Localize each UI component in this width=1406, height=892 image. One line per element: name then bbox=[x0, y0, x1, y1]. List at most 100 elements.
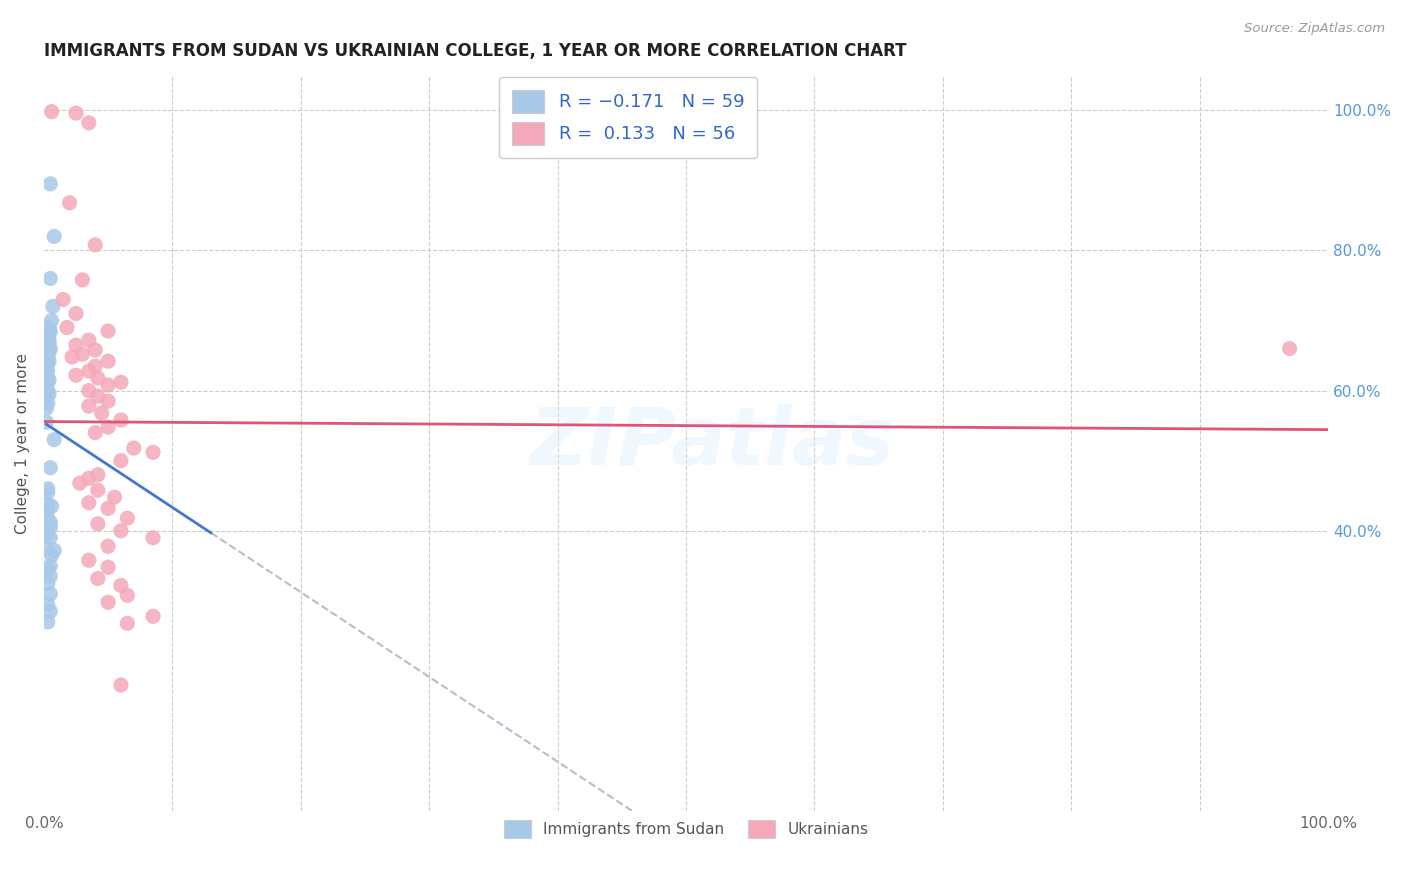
Point bbox=[142, 445, 165, 459]
Point bbox=[65, 368, 87, 383]
Point bbox=[38, 333, 60, 347]
Point bbox=[87, 483, 110, 498]
Point bbox=[117, 616, 139, 631]
Point bbox=[37, 364, 59, 378]
Point bbox=[84, 237, 107, 252]
Point bbox=[39, 604, 62, 618]
Point bbox=[37, 343, 59, 357]
Point bbox=[38, 327, 60, 342]
Point bbox=[44, 433, 66, 447]
Point bbox=[38, 320, 60, 334]
Point bbox=[117, 511, 139, 525]
Point bbox=[41, 313, 63, 327]
Text: Source: ZipAtlas.com: Source: ZipAtlas.com bbox=[1244, 22, 1385, 36]
Point bbox=[37, 482, 59, 496]
Point bbox=[65, 106, 87, 120]
Point bbox=[37, 527, 59, 541]
Point bbox=[37, 598, 59, 612]
Point bbox=[77, 399, 100, 413]
Point bbox=[39, 569, 62, 583]
Point bbox=[72, 273, 94, 287]
Point bbox=[77, 116, 100, 130]
Point bbox=[97, 595, 120, 609]
Point bbox=[87, 371, 110, 385]
Point bbox=[38, 335, 60, 350]
Point bbox=[35, 380, 58, 394]
Point bbox=[77, 553, 100, 567]
Point bbox=[44, 543, 66, 558]
Point bbox=[35, 391, 58, 405]
Point bbox=[37, 375, 59, 389]
Point bbox=[37, 562, 59, 576]
Point bbox=[38, 387, 60, 401]
Text: IMMIGRANTS FROM SUDAN VS UKRAINIAN COLLEGE, 1 YEAR OR MORE CORRELATION CHART: IMMIGRANTS FROM SUDAN VS UKRAINIAN COLLE… bbox=[44, 42, 907, 60]
Point bbox=[110, 678, 132, 692]
Point bbox=[69, 476, 91, 491]
Point bbox=[77, 471, 100, 485]
Point bbox=[110, 375, 132, 389]
Point bbox=[37, 331, 59, 345]
Point bbox=[97, 394, 120, 409]
Point bbox=[103, 490, 125, 504]
Point bbox=[110, 413, 132, 427]
Point bbox=[84, 425, 107, 440]
Point bbox=[39, 324, 62, 338]
Point bbox=[44, 229, 66, 244]
Point bbox=[87, 516, 110, 531]
Point bbox=[97, 378, 120, 392]
Point bbox=[65, 306, 87, 320]
Legend: Immigrants from Sudan, Ukrainians: Immigrants from Sudan, Ukrainians bbox=[498, 814, 875, 844]
Point bbox=[37, 396, 59, 410]
Point bbox=[87, 572, 110, 586]
Point bbox=[65, 338, 87, 352]
Point bbox=[37, 485, 59, 500]
Point bbox=[56, 320, 79, 334]
Point bbox=[77, 364, 100, 378]
Point bbox=[84, 343, 107, 357]
Point bbox=[41, 549, 63, 563]
Point bbox=[39, 558, 62, 573]
Point bbox=[52, 293, 75, 307]
Point bbox=[37, 349, 59, 363]
Point bbox=[122, 441, 145, 455]
Point bbox=[39, 271, 62, 285]
Point bbox=[37, 511, 59, 525]
Point bbox=[142, 531, 165, 545]
Point bbox=[35, 368, 58, 383]
Point bbox=[1278, 342, 1301, 356]
Point bbox=[72, 347, 94, 361]
Point bbox=[38, 345, 60, 359]
Point bbox=[39, 177, 62, 191]
Point bbox=[84, 359, 107, 373]
Point bbox=[35, 541, 58, 556]
Point bbox=[39, 587, 62, 601]
Point bbox=[97, 560, 120, 574]
Point bbox=[142, 609, 165, 624]
Point bbox=[35, 361, 58, 376]
Point bbox=[39, 342, 62, 356]
Text: ZIPatlas: ZIPatlas bbox=[529, 404, 894, 483]
Point bbox=[37, 497, 59, 511]
Point bbox=[77, 333, 100, 347]
Point bbox=[90, 406, 112, 420]
Point bbox=[77, 384, 100, 398]
Point bbox=[58, 195, 80, 210]
Point bbox=[35, 415, 58, 429]
Point bbox=[37, 357, 59, 371]
Point bbox=[41, 500, 63, 514]
Point bbox=[37, 347, 59, 361]
Point bbox=[37, 371, 59, 385]
Point bbox=[39, 460, 62, 475]
Point bbox=[37, 615, 59, 629]
Point bbox=[38, 354, 60, 368]
Point bbox=[39, 520, 62, 534]
Point bbox=[37, 576, 59, 591]
Point bbox=[37, 384, 59, 398]
Point bbox=[39, 516, 62, 530]
Point bbox=[97, 324, 120, 338]
Point bbox=[35, 401, 58, 416]
Point bbox=[37, 352, 59, 367]
Point bbox=[35, 359, 58, 373]
Point bbox=[38, 373, 60, 387]
Point bbox=[97, 501, 120, 516]
